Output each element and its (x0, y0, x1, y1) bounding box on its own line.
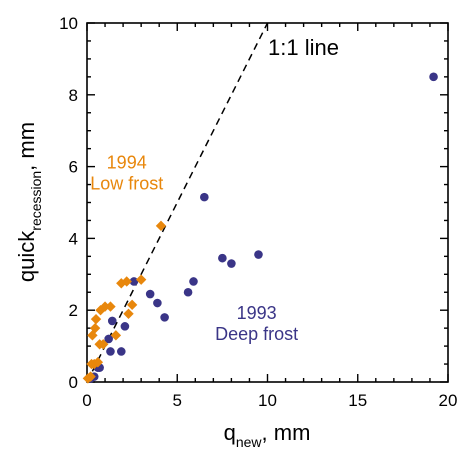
x-tick-label: 5 (173, 391, 182, 410)
data-point-1993 (116, 347, 126, 356)
data-point-1994 (121, 276, 132, 287)
x-axis-label: qnew, mm (224, 420, 311, 450)
y-tick-label: 10 (59, 14, 78, 33)
data-point-1994 (155, 220, 167, 232)
data-point-1993 (218, 253, 227, 263)
x-axis-label-main: q (224, 420, 236, 445)
data-point-1994 (85, 371, 96, 382)
data-point-1993 (145, 289, 155, 299)
data-point-1993 (120, 322, 130, 331)
annotation-line: Low frost (90, 173, 163, 193)
x-axis-label-suffix: , mm (262, 420, 311, 445)
data-point-1993 (189, 277, 198, 286)
data-point-1993 (153, 298, 162, 308)
one-to-one-line (86, 22, 269, 383)
data-point-1993 (160, 313, 169, 322)
annotation-line: Deep frost (215, 324, 298, 344)
y-tick-label: 8 (69, 86, 78, 105)
data-point-1993 (200, 192, 209, 202)
points-layer (82, 72, 438, 384)
data-point-1993 (254, 250, 263, 259)
ticks-layer: 0 5 10 15 20 0 2 4 6 8 10 (59, 14, 457, 410)
data-point-1993 (106, 347, 115, 356)
data-point-1994 (110, 330, 122, 341)
y-tick-label: 2 (69, 301, 78, 320)
annotations-layer: 1994 Low frost 1993 Deep frost (90, 152, 298, 344)
y-axis-label-suffix: , mm (14, 122, 39, 171)
y-tick-label: 6 (69, 158, 78, 177)
x-axis-label-sub: new (236, 434, 263, 450)
y-axis-label-main: quick (14, 230, 39, 282)
reference-line-label: 1:1 line (268, 35, 339, 60)
x-tick-label: 20 (439, 391, 458, 410)
annotation-line: 1993 (237, 303, 277, 323)
reference-line-layer (86, 22, 269, 383)
data-point-1994 (135, 274, 147, 285)
data-point-1993 (227, 259, 236, 268)
data-point-1993 (107, 316, 117, 326)
data-point-1993 (429, 72, 438, 82)
data-point-1994 (90, 313, 102, 325)
data-point-1994 (123, 308, 134, 319)
x-tick-label: 15 (348, 391, 367, 410)
annotation-line: 1994 (107, 152, 147, 172)
data-point-1993 (183, 287, 193, 297)
data-point-1993 (104, 334, 113, 344)
data-point-1994 (105, 301, 116, 312)
y-tick-label: 0 (69, 373, 78, 392)
data-point-1994 (98, 339, 109, 350)
y-axis-label-sub: recession (28, 171, 44, 231)
annotation-1993-deep-frost: 1993 Deep frost (215, 303, 298, 344)
annotation-1994-low-frost: 1994 Low frost (90, 152, 163, 193)
x-tick-label: 10 (258, 391, 277, 410)
data-point-1994 (126, 299, 138, 311)
y-axis-label: quickrecession, mm (14, 122, 44, 282)
y-tick-label: 4 (69, 229, 78, 248)
data-point-1994 (99, 301, 111, 312)
data-point-1994 (92, 357, 104, 368)
data-point-1993 (129, 277, 139, 286)
data-point-1994 (95, 305, 106, 316)
x-tick-label: 0 (82, 391, 91, 410)
data-point-1994 (89, 322, 101, 334)
